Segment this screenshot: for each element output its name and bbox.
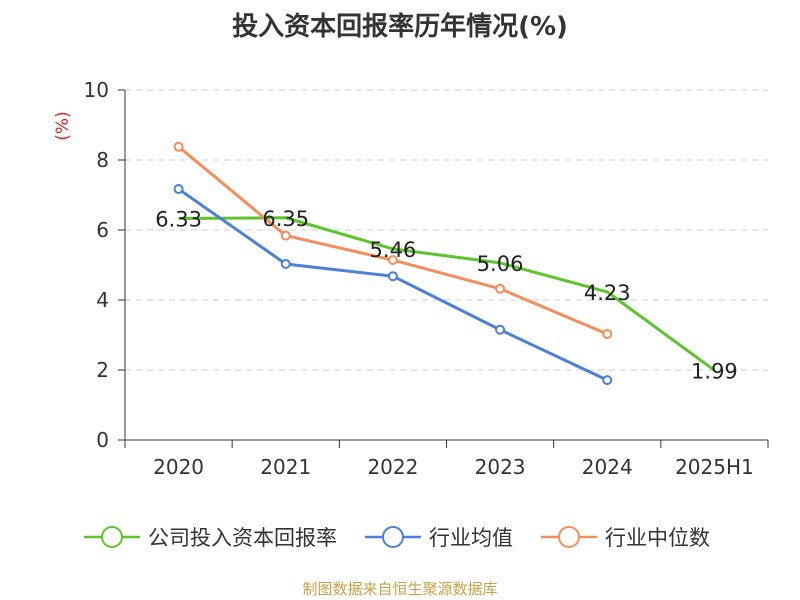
legend-item-3[interactable]: 行业中位数 [541,526,710,550]
data-source-note: 制图数据来自恒生聚源数据库 [302,580,498,598]
data-label: 6.35 [262,207,309,231]
y-tick-label: 4 [96,288,109,312]
data-point[interactable] [280,258,291,269]
y-tick-label: 6 [96,218,109,242]
series-line-1 [178,216,716,372]
legend-marker [558,526,580,548]
data-point[interactable] [387,255,398,266]
data-point[interactable] [173,141,184,152]
data-point[interactable] [602,328,613,339]
legend[interactable]: 公司投入资本回报率 行业均值 行业中位数 [84,526,710,550]
legend-label: 行业均值 [429,526,513,550]
y-tick-label: 0 [96,428,109,452]
x-tick-label: 2020 [153,455,204,479]
x-tick-label: 2023 [475,455,526,479]
data-point[interactable] [495,324,506,335]
data-point[interactable] [602,375,613,386]
grid [125,89,768,371]
y-tick-label: 10 [84,78,109,102]
data-point[interactable] [280,230,291,241]
series [173,141,716,386]
data-labels: 6.33 6.35 5.46 5.06 4.23 1.99 [155,207,738,384]
legend-item-1[interactable]: 公司投入资本回报率 [84,526,337,550]
legend-item-2[interactable]: 行业均值 [365,526,513,550]
data-label: 6.33 [155,207,202,231]
data-label: 5.06 [477,252,524,276]
x-tick-label: 2021 [260,455,311,479]
y-tick-label: 2 [96,358,109,382]
legend-marker [101,526,123,548]
x-tick-label: 2022 [367,455,418,479]
data-point[interactable] [173,184,184,195]
chart-title: 投入资本回报率历年情况(%) [232,12,568,42]
data-label: 4.23 [584,281,631,305]
legend-label: 公司投入资本回报率 [148,526,337,550]
axes: 0 2 4 6 8 10 (%) 2020 2021 2022 2023 2024 2025H1 [53,78,769,479]
data-label: 5.46 [370,238,417,262]
data-label: 1.99 [691,359,738,383]
legend-marker [382,526,404,548]
x-tick-label: 2024 [582,455,633,479]
data-point[interactable] [387,271,398,282]
x-tick-label: 2025H1 [675,455,754,479]
data-point[interactable] [495,283,506,294]
y-tick-label: 8 [96,148,109,172]
legend-label: 行业中位数 [605,526,710,550]
y-axis-label: (%) [53,111,73,140]
